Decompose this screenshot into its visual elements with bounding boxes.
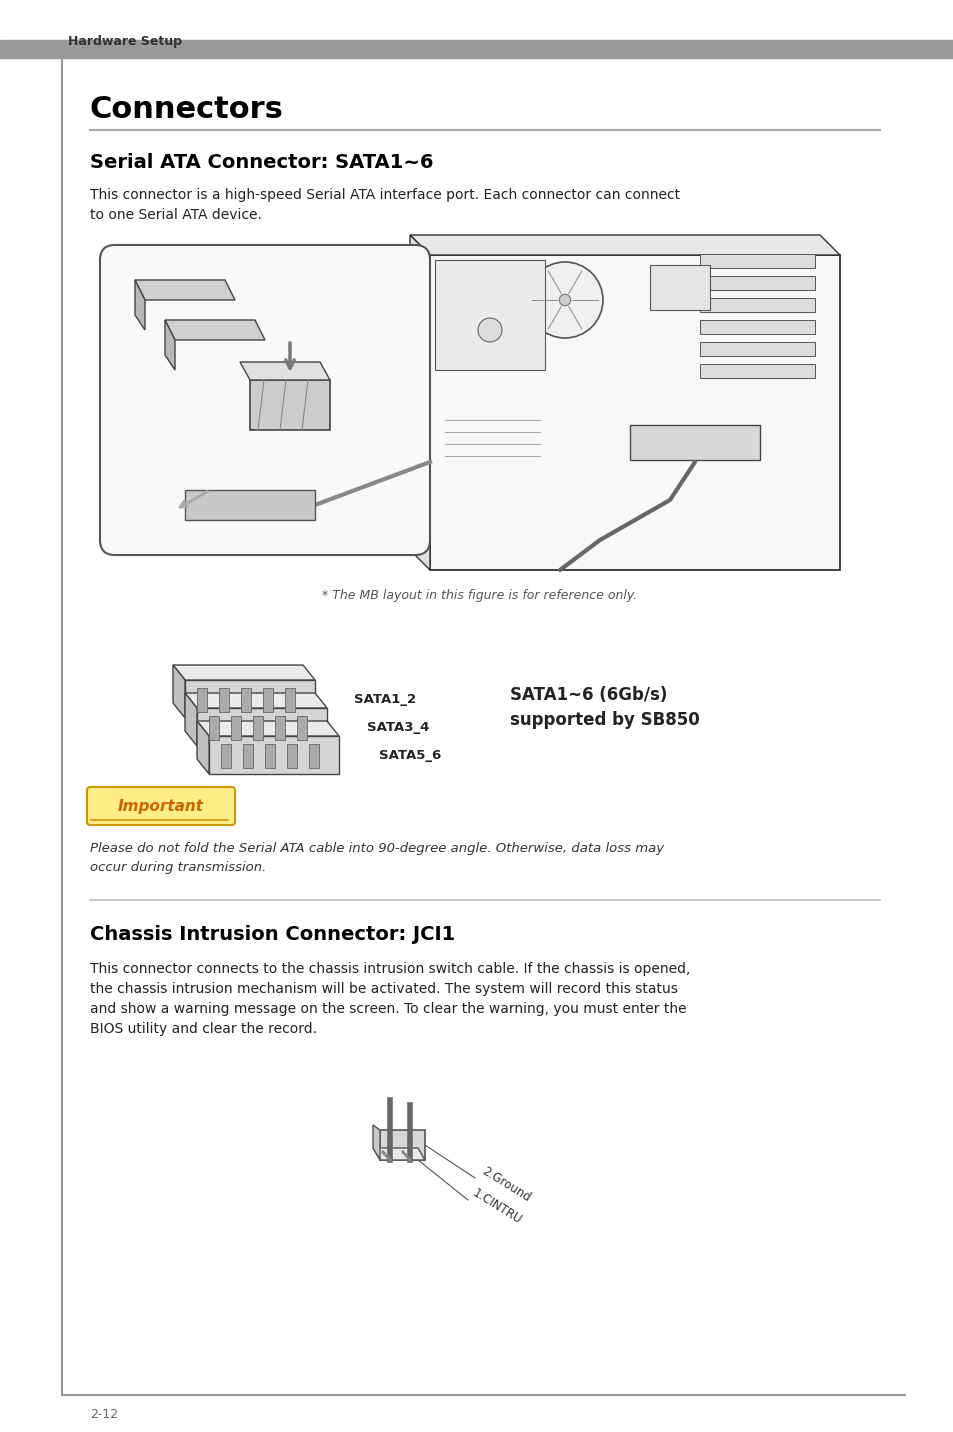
Circle shape <box>526 262 602 338</box>
Bar <box>231 716 241 740</box>
Bar <box>435 261 544 369</box>
Text: This connector connects to the chassis intrusion switch cable. If the chassis is: This connector connects to the chassis i… <box>90 962 690 1037</box>
Text: * The MB layout in this figure is for reference only.: * The MB layout in this figure is for re… <box>322 589 637 601</box>
Bar <box>296 716 307 740</box>
Polygon shape <box>185 490 314 520</box>
Circle shape <box>558 295 570 305</box>
Bar <box>379 1130 424 1160</box>
Bar <box>700 253 814 268</box>
Polygon shape <box>410 235 430 570</box>
Bar <box>219 687 229 712</box>
Polygon shape <box>172 664 185 717</box>
Polygon shape <box>240 362 330 379</box>
Polygon shape <box>135 281 234 299</box>
Bar <box>274 716 285 740</box>
Text: 2-12: 2-12 <box>90 1409 118 1422</box>
Bar <box>649 265 709 309</box>
Polygon shape <box>373 1126 379 1160</box>
Bar <box>196 687 207 712</box>
FancyBboxPatch shape <box>100 245 430 556</box>
Text: SATA5_6: SATA5_6 <box>378 749 441 762</box>
Bar <box>241 687 251 712</box>
Text: 2.Ground: 2.Ground <box>479 1166 533 1204</box>
Bar <box>700 319 814 334</box>
Bar <box>287 745 296 768</box>
Bar <box>265 745 274 768</box>
Bar <box>700 276 814 291</box>
Polygon shape <box>172 664 314 680</box>
Polygon shape <box>165 319 174 369</box>
Text: Important: Important <box>118 799 204 813</box>
Bar <box>285 687 294 712</box>
FancyBboxPatch shape <box>87 788 234 825</box>
Polygon shape <box>373 1148 424 1160</box>
Bar <box>263 687 273 712</box>
Bar <box>629 425 760 460</box>
Bar <box>700 298 814 312</box>
Text: SATA1~6 (6Gb/s): SATA1~6 (6Gb/s) <box>510 686 667 705</box>
Polygon shape <box>135 281 145 329</box>
Bar <box>221 745 231 768</box>
Bar <box>309 745 318 768</box>
Text: supported by SB850: supported by SB850 <box>510 712 699 729</box>
Text: Hardware Setup: Hardware Setup <box>68 36 182 49</box>
Bar <box>253 716 263 740</box>
Bar <box>700 342 814 357</box>
Bar <box>700 364 814 378</box>
Bar <box>0 40 953 59</box>
Polygon shape <box>209 736 338 775</box>
Text: This connector is a high-speed Serial ATA interface port. Each connector can con: This connector is a high-speed Serial AT… <box>90 188 679 222</box>
Text: Please do not fold the Serial ATA cable into 90-degree angle. Otherwise, data lo: Please do not fold the Serial ATA cable … <box>90 842 663 874</box>
Text: SATA3_4: SATA3_4 <box>367 720 429 733</box>
Text: Chassis Intrusion Connector: JCI1: Chassis Intrusion Connector: JCI1 <box>90 925 455 945</box>
Text: 1.CINTRU: 1.CINTRU <box>470 1187 523 1227</box>
Polygon shape <box>185 693 327 707</box>
Bar <box>209 716 219 740</box>
Polygon shape <box>250 379 330 430</box>
Polygon shape <box>196 720 338 736</box>
Polygon shape <box>185 693 196 746</box>
Text: SATA1_2: SATA1_2 <box>354 693 416 706</box>
Text: Connectors: Connectors <box>90 96 284 125</box>
Polygon shape <box>430 255 840 570</box>
Polygon shape <box>185 680 314 717</box>
Text: Serial ATA Connector: SATA1~6: Serial ATA Connector: SATA1~6 <box>90 152 433 172</box>
Polygon shape <box>165 319 265 339</box>
Polygon shape <box>196 707 327 746</box>
Polygon shape <box>196 720 209 775</box>
Polygon shape <box>410 235 840 255</box>
Bar <box>243 745 253 768</box>
Circle shape <box>477 318 501 342</box>
